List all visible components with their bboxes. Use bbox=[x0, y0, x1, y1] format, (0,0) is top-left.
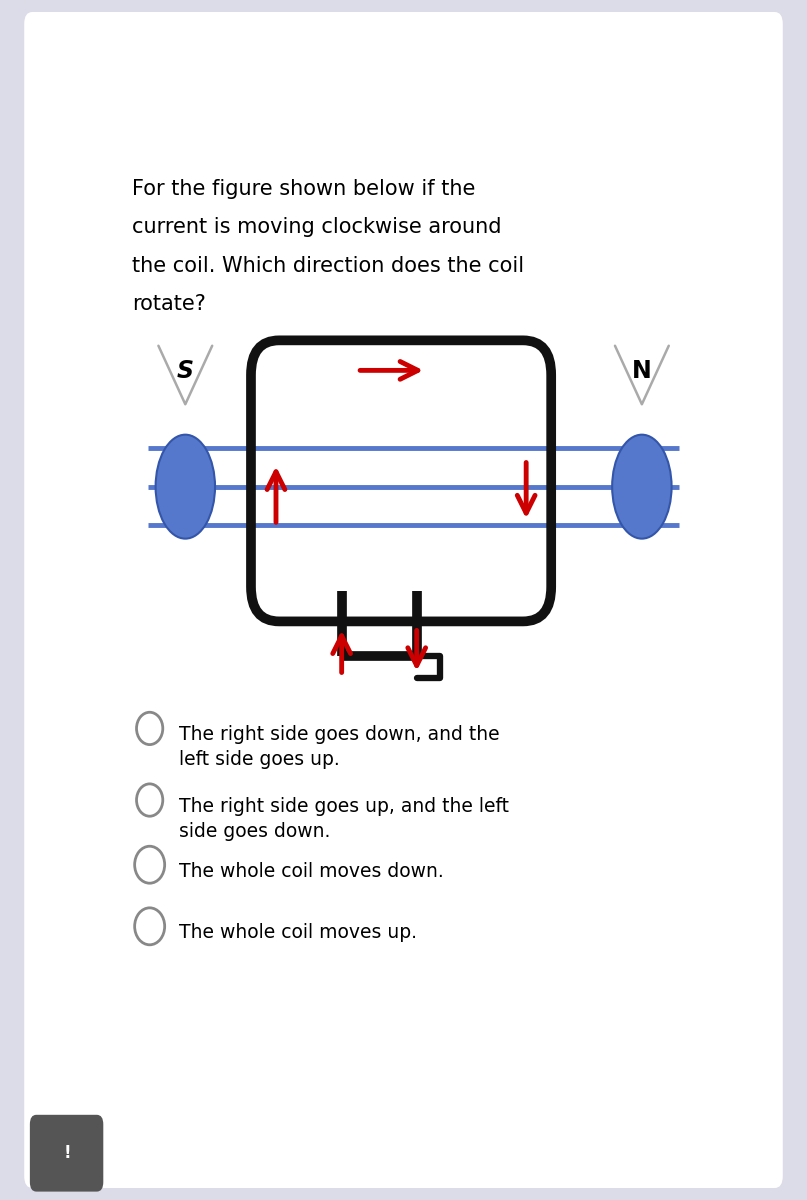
Text: current is moving clockwise around: current is moving clockwise around bbox=[132, 217, 502, 238]
Text: N: N bbox=[632, 359, 652, 383]
Text: the coil. Which direction does the coil: the coil. Which direction does the coil bbox=[132, 256, 525, 276]
Ellipse shape bbox=[156, 434, 215, 539]
Text: The right side goes up, and the left
side goes down.: The right side goes up, and the left sid… bbox=[179, 797, 509, 841]
Text: S: S bbox=[177, 359, 194, 383]
Ellipse shape bbox=[613, 434, 671, 539]
Text: !: ! bbox=[63, 1145, 71, 1162]
Text: The whole coil moves up.: The whole coil moves up. bbox=[179, 923, 417, 942]
Text: For the figure shown below if the: For the figure shown below if the bbox=[132, 179, 475, 199]
Text: The whole coil moves down.: The whole coil moves down. bbox=[179, 862, 444, 881]
Text: rotate?: rotate? bbox=[132, 294, 206, 314]
Text: The right side goes down, and the
left side goes up.: The right side goes down, and the left s… bbox=[179, 725, 500, 769]
